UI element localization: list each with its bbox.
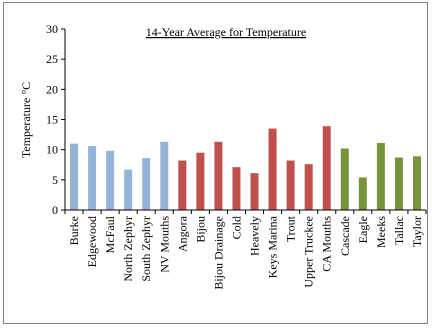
bar-burke	[70, 143, 79, 210]
x-tick-label: Cascade	[338, 216, 352, 256]
bar-trout	[286, 160, 295, 210]
bar-tallac	[394, 157, 403, 210]
bar-south-zephyr	[142, 158, 151, 210]
bar-keys-marina	[268, 128, 277, 210]
bar-ca-mouths	[322, 126, 331, 210]
y-tick-label: 30	[46, 22, 58, 36]
bar-mcfaul	[106, 150, 115, 210]
bar-upper-truckee	[304, 164, 313, 210]
bar-bijou	[196, 152, 205, 210]
x-tick-label: Edgewood	[85, 216, 99, 267]
chart-title: 14-Year Average for Temperature	[146, 25, 306, 39]
x-tick-label: Cold	[229, 216, 243, 239]
x-tick-label: Eagle	[356, 216, 370, 243]
x-tick-label: NV Mouths	[157, 216, 171, 273]
x-tick-label: Meeks	[374, 216, 388, 248]
bar-eagle	[358, 177, 367, 210]
bar-bijou-drainage	[214, 141, 223, 210]
x-tick-label: CA Mouths	[320, 216, 334, 272]
bar-cold	[232, 167, 241, 210]
x-tick-label: Trout	[284, 215, 298, 242]
x-tick-label: Keys Marina	[266, 215, 280, 278]
bar-edgewood	[88, 146, 97, 210]
x-tick-label: Bijou	[193, 216, 207, 243]
y-axis-ticks: 0 5 10 15 20 25 30	[46, 22, 65, 217]
y-tick-label: 20	[46, 82, 58, 96]
x-tick-label: McFaul	[103, 215, 117, 253]
x-tick-label: Upper Truckee	[302, 216, 316, 288]
y-axis-label: Temperature °C	[19, 82, 33, 158]
x-axis-ticks: Burke Edgewood McFaul North Zephyr South Zep…	[64, 210, 427, 290]
bar-north-zephyr	[124, 169, 133, 210]
x-tick-label: Angora	[175, 215, 189, 252]
y-tick-label: 10	[46, 143, 58, 157]
x-tick-label: Tallac	[392, 216, 406, 245]
y-tick-label: 5	[52, 173, 58, 187]
x-tick-label: Heavely	[248, 216, 262, 256]
bars	[70, 126, 421, 210]
bar-nv-mouths	[160, 141, 169, 210]
x-tick-label: Bijou Drainage	[211, 216, 225, 290]
x-tick-label: Burke	[67, 216, 81, 245]
y-tick-label: 15	[46, 113, 58, 127]
bar-cascade	[340, 148, 349, 210]
bar-meeks	[376, 143, 385, 210]
x-tick-label: Taylor	[410, 216, 424, 247]
x-tick-label: North Zephyr	[121, 216, 135, 282]
x-tick-label: South Zephyr	[139, 216, 153, 282]
y-tick-label: 0	[52, 203, 58, 217]
y-tick-label: 25	[46, 52, 58, 66]
bar-angora	[178, 160, 187, 210]
bar-taylor	[412, 156, 421, 210]
bar-heavely	[250, 173, 259, 210]
